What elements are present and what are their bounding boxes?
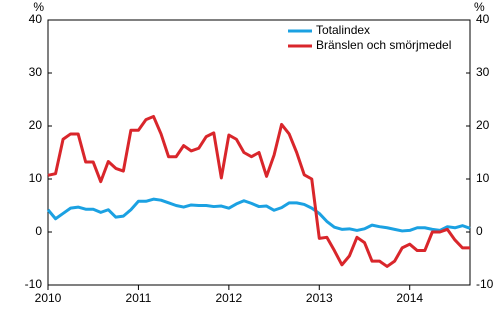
legend-label: Bränslen och smörjmedel [316,38,451,52]
x-tick-label: 2012 [216,291,243,305]
y2-tick-label: 10 [476,171,490,185]
y2-tick-label: -10 [476,277,494,291]
series-line [47,114,470,268]
x-tick-label: 2013 [306,291,333,305]
y-tick-label: -10 [25,277,43,291]
series-line [46,197,471,233]
y2-tick-label: 40 [476,12,490,26]
y-axis-label: % [33,0,44,14]
legend-label: Totalindex [316,23,370,37]
plot-frame [47,19,471,286]
y-tick-label: 10 [29,171,43,185]
x-tick-label: 2011 [126,291,152,305]
y-tick-label: 40 [29,12,43,26]
x-tick-label: 2010 [35,291,62,305]
y2-tick-label: 0 [476,224,483,238]
x-tick-label: 2014 [396,291,423,305]
y-tick-label: 0 [35,224,42,238]
y2-tick-label: 20 [476,118,490,132]
y-tick-label: 30 [29,65,43,79]
y2-axis-label: % [474,0,485,14]
y2-tick-label: 30 [476,65,490,79]
y-tick-label: 20 [29,118,43,132]
